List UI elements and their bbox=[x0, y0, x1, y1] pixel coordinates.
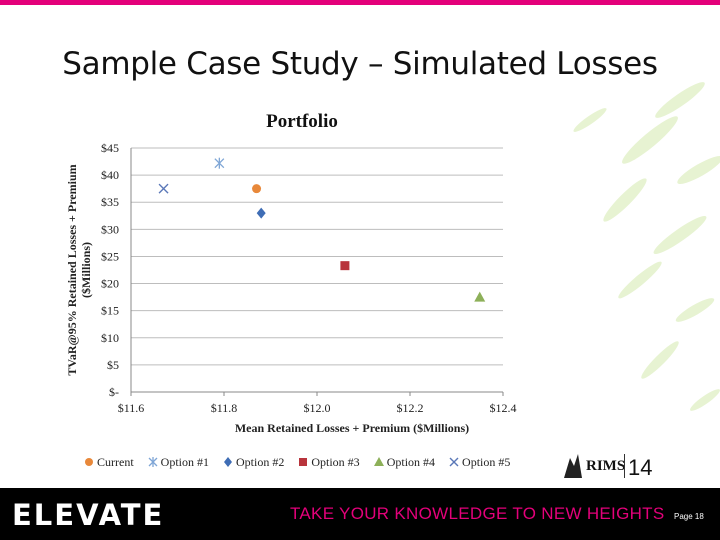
legend-marker-shape bbox=[148, 457, 158, 467]
legend-item-option-4: Option #4 bbox=[373, 454, 436, 470]
chart-title: Portfolio bbox=[266, 111, 338, 132]
legend-marker-option-3 bbox=[299, 458, 308, 466]
legend-label: Current bbox=[97, 454, 134, 469]
top-accent-stripe bbox=[0, 0, 720, 5]
legend-label: Option #5 bbox=[462, 454, 511, 469]
legend-label: Option #3 bbox=[311, 454, 360, 469]
legend-marker-shape bbox=[373, 457, 384, 466]
legend-item-option-3: Option #3 bbox=[298, 454, 360, 470]
point-option-3 bbox=[340, 261, 350, 271]
y-tick-label: $5 bbox=[107, 358, 119, 372]
legend-label: Option #2 bbox=[236, 454, 285, 469]
legend-marker-shape bbox=[85, 458, 93, 466]
data-points bbox=[158, 157, 486, 302]
grid-lines bbox=[131, 147, 503, 366]
x-tick-label: $11.8 bbox=[211, 401, 238, 415]
svg-text:RIMS: RIMS bbox=[586, 458, 625, 474]
legend-marker-shape bbox=[299, 458, 308, 466]
y-tick-label: $45 bbox=[101, 141, 119, 155]
legend-marker-shape bbox=[449, 457, 459, 467]
legend-item-option-1: Option #1 bbox=[148, 455, 209, 470]
point-option-2 bbox=[256, 207, 266, 219]
legend-marker-option-4 bbox=[373, 457, 384, 466]
decorative-leaf-pattern bbox=[573, 82, 720, 411]
x-tick-label: $12.0 bbox=[304, 401, 331, 415]
legend-item-option-2: Option #2 bbox=[223, 455, 284, 470]
point-option-5 bbox=[158, 183, 169, 194]
y-tick-label: $20 bbox=[101, 277, 119, 291]
slide-title: Sample Case Study – Simulated Losses bbox=[62, 46, 658, 82]
legend-marker-option-5 bbox=[449, 457, 459, 467]
x-axis-label: Mean Retained Losses + Premium ($Million… bbox=[235, 421, 469, 435]
page-number: Page 18 bbox=[674, 512, 704, 521]
x-tick-label: $12.4 bbox=[490, 401, 517, 415]
point-option-4 bbox=[474, 291, 486, 302]
y-tick-label: $10 bbox=[101, 331, 119, 345]
legend-marker-option-2 bbox=[224, 457, 232, 467]
legend-label: Option #1 bbox=[160, 454, 209, 469]
y-tick-label: $- bbox=[109, 385, 119, 399]
y-tick-label: $15 bbox=[101, 304, 119, 318]
y-axis-label-line-1: TVaR@95% Retained Losses + Premium bbox=[65, 164, 79, 375]
point-option-1 bbox=[214, 157, 225, 169]
legend-marker-current bbox=[85, 458, 93, 466]
x-tick-label: $12.2 bbox=[397, 401, 424, 415]
rims-logo: RIMS 14 bbox=[564, 454, 652, 480]
legend-item-current: Current bbox=[84, 455, 134, 470]
footer-tagline: TAKE YOUR KNOWLEDGE TO NEW HEIGHTS bbox=[290, 504, 665, 523]
legend-label: Option #4 bbox=[386, 454, 436, 469]
axes bbox=[130, 148, 504, 396]
y-tick-label: $35 bbox=[101, 195, 119, 209]
elevate-brand: ELEVATE bbox=[12, 498, 165, 532]
y-tick-label: $25 bbox=[101, 249, 119, 263]
y-tick-label: $40 bbox=[101, 168, 119, 182]
x-tick-label: $11.6 bbox=[118, 401, 145, 415]
chart-legend: Current Option #1 Option #2 Option #3 Option… bbox=[84, 452, 534, 472]
legend-marker-shape bbox=[224, 457, 232, 467]
footer-bar: ELEVATE TAKE YOUR KNOWLEDGE TO NEW HEIGH… bbox=[0, 488, 720, 540]
legend-marker-option-1 bbox=[148, 457, 158, 467]
point-current bbox=[252, 184, 262, 194]
y-axis-label-line-2: ($Millions) bbox=[79, 242, 93, 298]
svg-text:14: 14 bbox=[628, 455, 652, 480]
tick-labels: $- $5 $10 $15 $20 $25 $30 $35 $40 $45 $11.6 $11.8 $1… bbox=[101, 141, 517, 415]
legend-item-option-5: Option #5 bbox=[449, 455, 510, 470]
y-tick-label: $30 bbox=[101, 222, 119, 236]
